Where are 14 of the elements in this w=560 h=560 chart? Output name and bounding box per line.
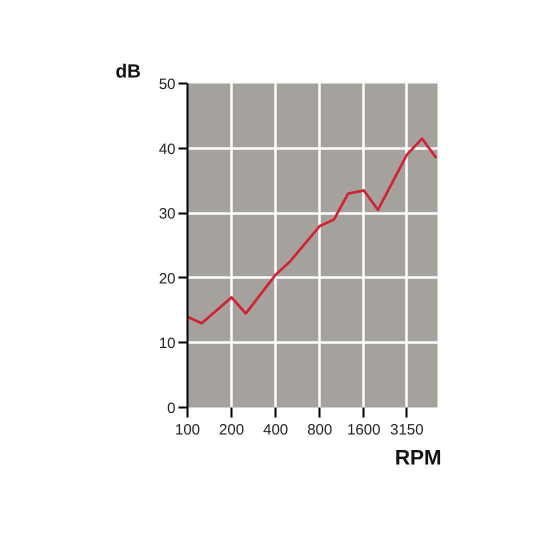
y-tick-label: 20: [158, 270, 176, 288]
x-tick-label: 3150: [390, 422, 424, 438]
y-axis-title: dB: [116, 62, 141, 82]
x-axis-title: RPM: [394, 446, 442, 470]
y-tick-label: 10: [158, 335, 176, 352]
x-tick-label: 100: [174, 422, 200, 438]
y-tick-label: 40: [158, 140, 176, 158]
x-tick-label: 200: [219, 422, 244, 438]
x-tick-label: 800: [307, 422, 332, 438]
y-tick-label: 50: [158, 76, 176, 93]
y-tick-label: 0: [167, 400, 176, 417]
x-tick-label: 400: [263, 422, 288, 438]
y-tick-label: 30: [158, 206, 176, 223]
x-tick-label: 1600: [347, 422, 380, 438]
